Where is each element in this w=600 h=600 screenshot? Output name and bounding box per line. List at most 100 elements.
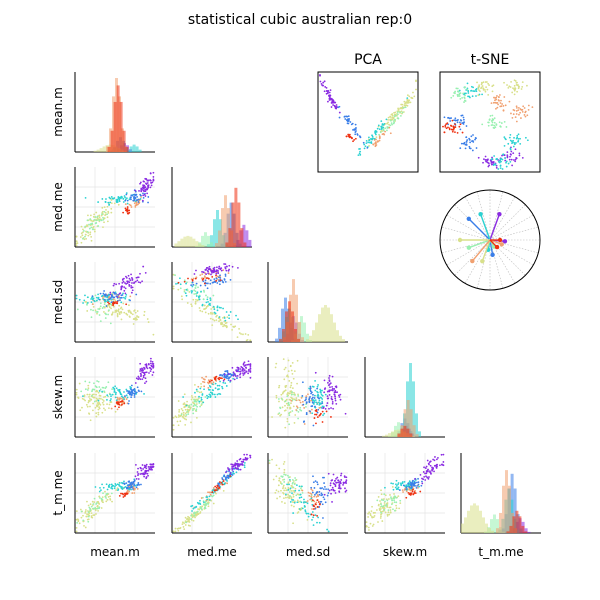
point (218, 482, 221, 485)
point (223, 317, 226, 319)
point (510, 153, 512, 156)
point (510, 158, 513, 161)
point (141, 378, 144, 381)
point (122, 482, 125, 485)
point (140, 390, 143, 393)
hist-bar (476, 505, 479, 533)
point (177, 416, 180, 418)
point (133, 390, 136, 393)
point (312, 514, 315, 517)
point (128, 309, 131, 312)
point (288, 491, 291, 493)
point (432, 467, 434, 470)
point (319, 403, 322, 405)
point (322, 406, 325, 409)
point (93, 400, 96, 403)
loading-spoke (468, 218, 491, 241)
point (144, 472, 147, 475)
point (232, 371, 235, 374)
point (219, 373, 222, 376)
point (292, 495, 295, 498)
point (227, 379, 230, 382)
point (399, 114, 402, 117)
point (330, 97, 333, 100)
point (197, 513, 200, 516)
hist-bar (403, 409, 407, 437)
scatter-group-3 (376, 493, 402, 514)
point (183, 406, 186, 408)
point (507, 142, 510, 145)
point (110, 395, 112, 397)
point (408, 486, 411, 488)
point (136, 310, 139, 312)
point (236, 460, 239, 462)
point (481, 85, 484, 87)
point (187, 515, 189, 518)
point (317, 495, 320, 498)
scatter-group-1 (124, 384, 143, 405)
point (123, 286, 126, 289)
point (382, 129, 385, 132)
point (135, 377, 138, 380)
point (124, 203, 127, 205)
point (221, 385, 223, 388)
point (303, 505, 306, 508)
point (89, 405, 91, 408)
point (332, 473, 335, 476)
point (110, 296, 112, 299)
point (289, 480, 292, 483)
point (229, 472, 232, 474)
point (316, 491, 319, 493)
point (145, 380, 148, 383)
point (301, 485, 303, 488)
point (518, 154, 521, 157)
point (102, 292, 105, 295)
point (206, 296, 209, 299)
point (192, 407, 195, 410)
point (135, 203, 138, 206)
histogram-skew.m (364, 357, 445, 438)
point (285, 402, 288, 405)
point (333, 489, 336, 492)
point (121, 488, 124, 490)
point (112, 484, 115, 487)
point (92, 503, 95, 505)
point (131, 483, 134, 485)
point (332, 104, 335, 106)
point (128, 203, 131, 206)
point (513, 143, 516, 146)
point (286, 420, 289, 423)
point (216, 384, 219, 387)
point (389, 132, 392, 135)
point (231, 463, 234, 466)
point (185, 414, 188, 416)
scatter-group-5 (197, 375, 218, 389)
point (433, 470, 435, 473)
point (172, 287, 175, 290)
point (294, 479, 297, 482)
point (218, 378, 221, 381)
point (314, 401, 316, 404)
scatter-group-0 (225, 453, 252, 474)
point (487, 121, 490, 124)
point (237, 266, 239, 269)
point (139, 378, 142, 381)
point (462, 116, 465, 119)
point (204, 396, 207, 398)
point (428, 461, 431, 464)
point (290, 396, 292, 399)
point (313, 508, 315, 510)
point (511, 164, 514, 167)
point (244, 371, 246, 374)
point (495, 123, 498, 126)
point (145, 371, 148, 374)
point (316, 391, 319, 394)
point (222, 281, 225, 284)
point (190, 421, 192, 424)
point (345, 135, 348, 138)
point (195, 388, 198, 391)
point (452, 125, 455, 128)
hist-bar (306, 333, 309, 342)
point (78, 382, 81, 385)
point (123, 311, 126, 314)
